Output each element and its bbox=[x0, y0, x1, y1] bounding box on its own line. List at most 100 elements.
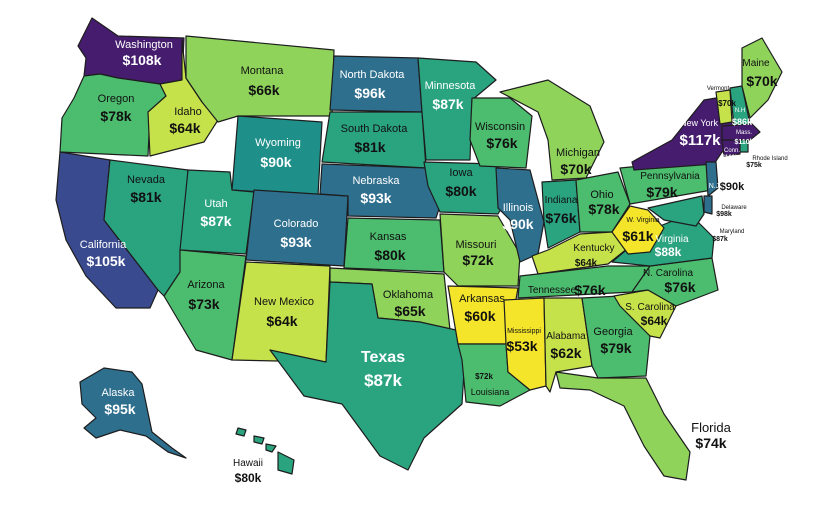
label-michigan-name: Michigan bbox=[556, 147, 600, 159]
label-mississippi-name: Mississippi bbox=[507, 328, 541, 335]
label-wisconsin-value: $76k bbox=[486, 135, 517, 151]
state-shapes bbox=[55, 17, 783, 481]
label-hawaii-value: $80k bbox=[235, 471, 262, 485]
label-montana-name: Montana bbox=[241, 65, 285, 77]
label-washington-name: Washington bbox=[115, 39, 173, 51]
label-maryland-value: $87k bbox=[712, 236, 728, 243]
label-georgia-value: $79k bbox=[600, 340, 631, 356]
label-alaska-name: Alaska bbox=[101, 387, 135, 399]
state-maine[interactable] bbox=[741, 37, 783, 119]
state-texas[interactable] bbox=[269, 281, 467, 471]
state-montana[interactable] bbox=[185, 35, 335, 123]
label-north-carolina-value: $76k bbox=[664, 279, 695, 295]
label-connecticut-name: Conn. bbox=[724, 148, 740, 154]
label-rhode-island-name: Rhode Island bbox=[752, 156, 787, 162]
label-maine-value: $70k bbox=[746, 73, 777, 89]
label-colorado-name: Colorado bbox=[274, 218, 319, 230]
state-new-jersey[interactable] bbox=[705, 161, 719, 197]
state-kansas[interactable] bbox=[343, 217, 445, 273]
label-utah-name: Utah bbox=[204, 198, 227, 210]
label-colorado-value: $93k bbox=[280, 234, 311, 250]
state-wisconsin[interactable] bbox=[469, 97, 533, 169]
label-alabama-name: Alabama bbox=[546, 331, 586, 342]
label-idaho-name: Idaho bbox=[174, 106, 202, 118]
state-maryland[interactable] bbox=[647, 195, 705, 227]
label-louisiana-name: Louisiana bbox=[471, 387, 510, 397]
label-texas-value: $87k bbox=[364, 371, 402, 390]
label-new-york-name: New York bbox=[680, 118, 719, 128]
label-pennsylvania-value: $79k bbox=[646, 184, 677, 200]
label-michigan-value: $70k bbox=[560, 161, 591, 177]
state-missouri[interactable] bbox=[439, 213, 521, 287]
label-california-value: $105k bbox=[87, 253, 126, 269]
label-oregon-name: Oregon bbox=[98, 93, 135, 105]
state-delaware[interactable] bbox=[703, 195, 713, 215]
label-new-mexico-value: $64k bbox=[266, 313, 297, 329]
label-mississippi-value: $53k bbox=[506, 338, 537, 354]
label-wyoming-value: $90k bbox=[260, 154, 291, 170]
state-massachusetts[interactable] bbox=[721, 123, 761, 141]
state-north-dakota[interactable] bbox=[329, 55, 423, 113]
state-new-mexico[interactable] bbox=[231, 261, 331, 363]
label-pennsylvania-name: Pennsylvania bbox=[640, 171, 700, 182]
label-west-virginia-name: W. Virginia bbox=[626, 217, 659, 224]
label-new-mexico-name: New Mexico bbox=[254, 296, 314, 308]
label-washington-value: $108k bbox=[123, 52, 162, 68]
label-indiana-name: Indiana bbox=[545, 195, 578, 206]
label-iowa-value: $80k bbox=[445, 183, 476, 199]
label-south-carolina-value: $64k bbox=[641, 314, 668, 328]
label-idaho-value: $64k bbox=[169, 120, 200, 136]
label-north-dakota-name: North Dakota bbox=[340, 69, 406, 81]
label-oregon-value: $78k bbox=[100, 108, 131, 124]
label-connecticut-value: $100k bbox=[722, 155, 739, 161]
state-illinois[interactable] bbox=[495, 167, 545, 263]
state-rhode-island[interactable] bbox=[739, 139, 749, 153]
label-arizona-value: $73k bbox=[188, 296, 219, 312]
label-oklahoma-value: $65k bbox=[394, 303, 425, 319]
label-new-jersey-name: N.J bbox=[709, 183, 720, 190]
label-north-dakota-value: $96k bbox=[354, 85, 385, 101]
label-kentucky-value: $64k bbox=[575, 258, 598, 269]
state-alaska[interactable] bbox=[79, 367, 187, 459]
state-indiana[interactable] bbox=[541, 179, 581, 249]
state-florida[interactable] bbox=[555, 371, 691, 481]
label-virginia-value: $88k bbox=[655, 245, 682, 259]
label-arkansas-value: $60k bbox=[464, 308, 495, 324]
label-vermont-value: $70k bbox=[718, 99, 736, 108]
label-kansas-name: Kansas bbox=[370, 231, 407, 243]
label-nebraska-name: Nebraska bbox=[352, 175, 400, 187]
state-labels: Washington $108k Oregon $78k California … bbox=[80, 39, 788, 485]
label-kentucky-name: Kentucky bbox=[573, 243, 614, 254]
state-vermont[interactable] bbox=[715, 89, 733, 125]
label-minnesota-name: Minnesota bbox=[425, 80, 477, 92]
label-indiana-value: $76k bbox=[545, 210, 576, 226]
label-illinois-name: Illinois bbox=[503, 202, 534, 214]
label-montana-value: $66k bbox=[248, 82, 279, 98]
label-rhode-island-value: $75k bbox=[746, 162, 762, 169]
label-illinois-value: $90k bbox=[502, 216, 533, 232]
label-wyoming-name: Wyoming bbox=[255, 137, 301, 149]
label-maine-name: Maine bbox=[742, 58, 770, 69]
label-missouri-value: $72k bbox=[462, 252, 493, 268]
label-new-york-value: $117k bbox=[680, 132, 722, 149]
label-georgia-name: Georgia bbox=[593, 326, 633, 338]
label-south-carolina-name: S. Carolina bbox=[625, 302, 675, 313]
label-nevada-name: Nevada bbox=[127, 174, 166, 186]
label-florida-value: $74k bbox=[695, 435, 726, 451]
label-new-jersey-value: $90k bbox=[720, 181, 745, 193]
label-new-hampshire-value: $86k bbox=[732, 117, 753, 127]
label-virginia-name: Virginia bbox=[655, 234, 689, 245]
label-louisiana-value: $72k bbox=[475, 372, 493, 381]
state-west-virginia[interactable] bbox=[611, 205, 665, 255]
state-hawaii[interactable] bbox=[235, 427, 295, 475]
label-utah-value: $87k bbox=[200, 213, 231, 229]
label-california-name: California bbox=[80, 239, 127, 251]
label-ohio-value: $78k bbox=[588, 201, 619, 217]
label-ohio-name: Ohio bbox=[590, 189, 613, 201]
label-arizona-name: Arizona bbox=[187, 279, 225, 291]
state-washington[interactable] bbox=[77, 17, 185, 85]
label-massachusetts-value: $110k bbox=[734, 139, 753, 146]
state-connecticut[interactable] bbox=[721, 139, 741, 157]
label-tennessee-value: $76k bbox=[574, 282, 605, 298]
